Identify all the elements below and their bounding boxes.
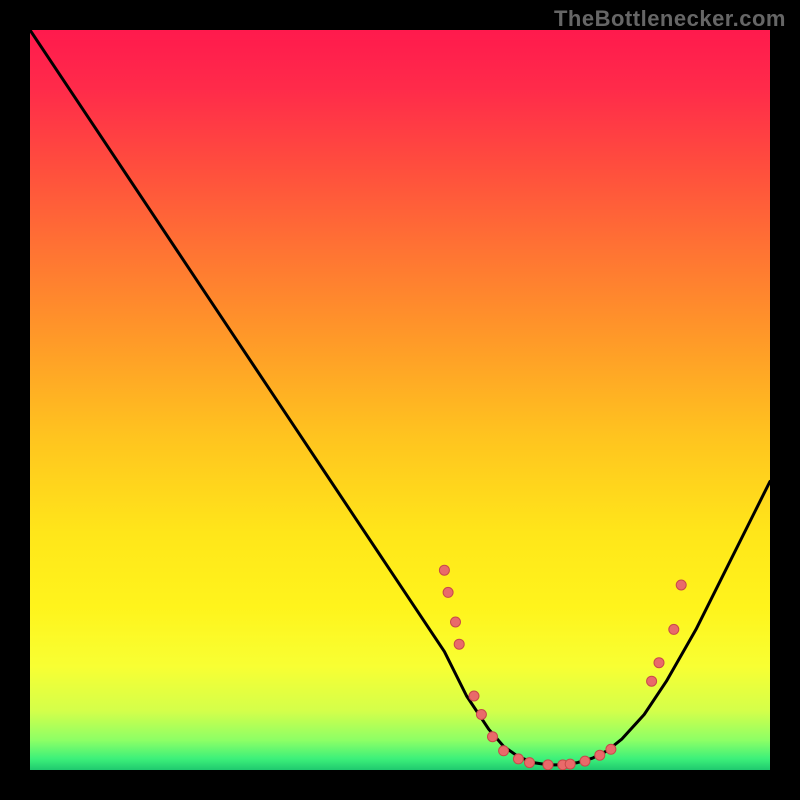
chart-frame: TheBottlenecker.com bbox=[0, 0, 800, 800]
marker-dot bbox=[488, 732, 498, 742]
marker-dot bbox=[439, 565, 449, 575]
marker-dot bbox=[451, 617, 461, 627]
marker-dot bbox=[476, 710, 486, 720]
marker-dot bbox=[469, 691, 479, 701]
marker-dot bbox=[543, 760, 553, 770]
marker-dot bbox=[595, 750, 605, 760]
marker-dot bbox=[606, 744, 616, 754]
marker-dot bbox=[647, 676, 657, 686]
curve-markers bbox=[439, 565, 686, 770]
marker-dot bbox=[525, 758, 535, 768]
curve-line bbox=[30, 30, 770, 765]
curve-svg bbox=[30, 30, 770, 770]
marker-dot bbox=[580, 756, 590, 766]
marker-dot bbox=[654, 658, 664, 668]
marker-dot bbox=[499, 746, 509, 756]
marker-dot bbox=[669, 624, 679, 634]
marker-dot bbox=[565, 759, 575, 769]
marker-dot bbox=[513, 754, 523, 764]
marker-dot bbox=[676, 580, 686, 590]
watermark-text: TheBottlenecker.com bbox=[554, 6, 786, 32]
marker-dot bbox=[454, 639, 464, 649]
marker-dot bbox=[443, 587, 453, 597]
plot-area bbox=[30, 30, 770, 770]
